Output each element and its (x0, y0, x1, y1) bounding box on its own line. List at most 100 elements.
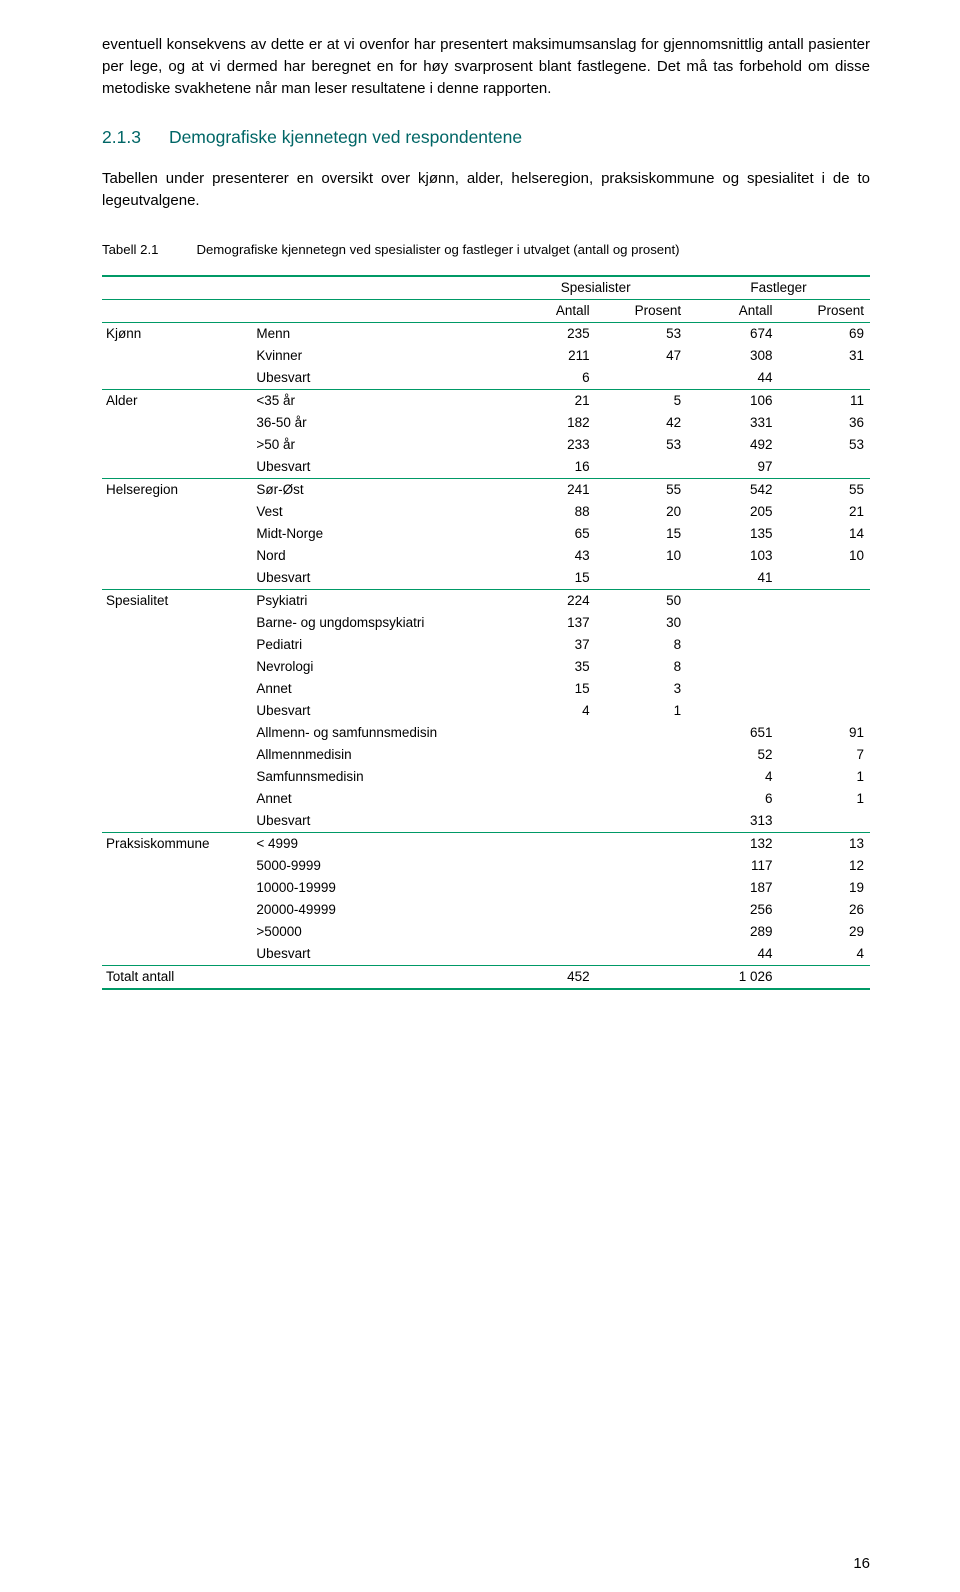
table-row: Barne- og ungdomspsykiatri13730 (102, 612, 870, 634)
row-a1 (504, 766, 595, 788)
row-p1: 3 (596, 678, 687, 700)
row-category (102, 899, 252, 921)
table-row: Annet153 (102, 678, 870, 700)
row-p1: 8 (596, 656, 687, 678)
row-p1: 30 (596, 612, 687, 634)
row-label: Psykiatri (252, 589, 504, 612)
row-category (102, 367, 252, 390)
row-category (102, 744, 252, 766)
row-p1 (596, 567, 687, 590)
row-category (102, 634, 252, 656)
row-label: 5000-9999 (252, 855, 504, 877)
row-a1: 15 (504, 567, 595, 590)
row-category (102, 766, 252, 788)
row-a1: 241 (504, 478, 595, 501)
row-p1 (596, 722, 687, 744)
table-row: Vest882020521 (102, 501, 870, 523)
row-p1 (596, 943, 687, 966)
table-row: Praksiskommune< 499913213 (102, 832, 870, 855)
row-category: Helseregion (102, 478, 252, 501)
row-a2 (687, 678, 778, 700)
table-row: KjønnMenn2355367469 (102, 322, 870, 345)
row-a2: 103 (687, 545, 778, 567)
section-heading: 2.1.3Demografiske kjennetegn ved respond… (102, 127, 870, 148)
row-p2: 36 (779, 412, 870, 434)
row-label: >50000 (252, 921, 504, 943)
row-p2 (779, 634, 870, 656)
row-a1: 37 (504, 634, 595, 656)
row-p2: 19 (779, 877, 870, 899)
table-group-header: Spesialister Fastleger (102, 276, 870, 300)
row-label: Ubesvart (252, 456, 504, 479)
row-category (102, 501, 252, 523)
row-p1 (596, 766, 687, 788)
table-row: Midt-Norge651513514 (102, 523, 870, 545)
row-label: Samfunnsmedisin (252, 766, 504, 788)
col-antall-1: Antall (504, 299, 595, 322)
table-row: 5000-999911712 (102, 855, 870, 877)
row-p1 (596, 744, 687, 766)
row-p2: 55 (779, 478, 870, 501)
demographics-table: Spesialister Fastleger Antall Prosent An… (102, 275, 870, 990)
row-p1: 47 (596, 345, 687, 367)
row-p2 (779, 700, 870, 722)
table-row: Allmenn- og samfunnsmedisin65191 (102, 722, 870, 744)
row-p1 (596, 877, 687, 899)
row-label: 20000-49999 (252, 899, 504, 921)
row-a1: 65 (504, 523, 595, 545)
row-a1: 88 (504, 501, 595, 523)
table-row: >5000028929 (102, 921, 870, 943)
table-row: Ubesvart 444 (102, 943, 870, 966)
row-a1: 235 (504, 322, 595, 345)
row-label: Ubesvart (252, 567, 504, 590)
row-p2: 1 (779, 766, 870, 788)
total-label: Totalt antall (102, 965, 504, 989)
row-p2 (779, 678, 870, 700)
total-a1: 452 (504, 965, 595, 989)
row-category (102, 612, 252, 634)
col-prosent-1: Prosent (596, 299, 687, 322)
row-p1: 5 (596, 389, 687, 412)
row-p1: 8 (596, 634, 687, 656)
row-label: Ubesvart (252, 943, 504, 966)
row-p1 (596, 810, 687, 833)
row-a2: 542 (687, 478, 778, 501)
row-label: Annet (252, 788, 504, 810)
group-spesialister: Spesialister (504, 276, 687, 300)
row-category (102, 523, 252, 545)
row-category (102, 943, 252, 966)
row-p2: 91 (779, 722, 870, 744)
row-p2: 4 (779, 943, 870, 966)
row-p1: 15 (596, 523, 687, 545)
row-a2: 132 (687, 832, 778, 855)
row-category (102, 722, 252, 744)
row-a1: 224 (504, 589, 595, 612)
row-a2 (687, 700, 778, 722)
row-p2: 13 (779, 832, 870, 855)
row-category (102, 855, 252, 877)
section-number: 2.1.3 (102, 127, 141, 148)
row-label: < 4999 (252, 832, 504, 855)
table-row: Samfunnsmedisin41 (102, 766, 870, 788)
row-p2: 7 (779, 744, 870, 766)
row-category (102, 656, 252, 678)
row-a1 (504, 722, 595, 744)
table-row: Ubesvart1541 (102, 567, 870, 590)
row-label: Barne- og ungdomspsykiatri (252, 612, 504, 634)
row-label: <35 år (252, 389, 504, 412)
row-p1: 42 (596, 412, 687, 434)
row-label: Ubesvart (252, 700, 504, 722)
row-a2: 44 (687, 943, 778, 966)
row-p2 (779, 589, 870, 612)
table-row: Ubesvart313 (102, 810, 870, 833)
row-label: Vest (252, 501, 504, 523)
row-p2 (779, 367, 870, 390)
row-category: Spesialitet (102, 589, 252, 612)
row-label: Pediatri (252, 634, 504, 656)
row-label: Kvinner (252, 345, 504, 367)
row-category (102, 567, 252, 590)
row-p1: 1 (596, 700, 687, 722)
row-a2: 52 (687, 744, 778, 766)
row-category (102, 700, 252, 722)
row-p1 (596, 788, 687, 810)
